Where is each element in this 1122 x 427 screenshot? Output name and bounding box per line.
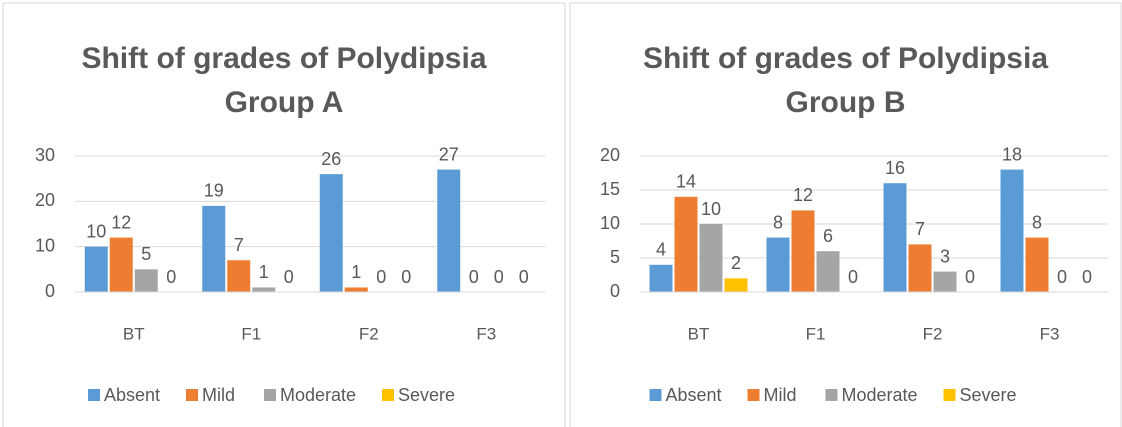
bar [883, 183, 907, 292]
legend-label: Moderate [842, 385, 918, 405]
data-label: 16 [885, 158, 905, 178]
legend-label: Severe [398, 385, 455, 405]
legend-swatch [943, 389, 956, 401]
chart-title: Group A [225, 86, 344, 119]
bar [227, 260, 251, 292]
legend-label: Mild [202, 385, 235, 405]
data-label: 0 [494, 267, 504, 287]
data-label: 5 [141, 244, 151, 264]
y-tick-label: 20 [600, 145, 620, 165]
data-label: 10 [701, 199, 721, 219]
y-tick-label: 15 [600, 179, 620, 199]
bar [134, 269, 158, 292]
x-tick-label: BT [688, 324, 710, 343]
data-label: 6 [823, 226, 833, 246]
legend-swatch [382, 389, 394, 401]
legend-label: Moderate [280, 385, 356, 405]
data-label: 19 [204, 181, 224, 201]
data-label: 14 [676, 172, 696, 192]
legend-swatch [747, 389, 760, 401]
bar [724, 278, 748, 292]
data-label: 0 [848, 267, 858, 287]
data-label: 1 [259, 262, 269, 282]
bar [252, 287, 276, 292]
bar [933, 271, 957, 292]
legend-label: Severe [960, 385, 1017, 405]
y-tick-label: 10 [600, 213, 620, 233]
bar [109, 237, 133, 292]
legend-label: Absent [666, 385, 722, 405]
x-tick-label: F3 [476, 324, 496, 343]
chart-border [2, 2, 566, 427]
bar [1025, 237, 1049, 292]
bar [649, 264, 673, 292]
bar [766, 237, 790, 292]
bar [344, 287, 368, 292]
bar [791, 210, 815, 292]
data-label: 0 [166, 267, 176, 287]
data-label: 0 [1082, 267, 1092, 287]
data-label: 7 [915, 219, 925, 239]
data-label: 7 [234, 235, 244, 255]
bar [908, 244, 932, 292]
data-label: 0 [401, 267, 411, 287]
x-tick-label: F2 [359, 324, 379, 343]
data-label: 0 [469, 267, 479, 287]
x-tick-label: F1 [241, 324, 261, 343]
data-label: 0 [965, 267, 975, 287]
data-label: 10 [86, 221, 106, 241]
legend-swatch [264, 389, 276, 401]
data-label: 12 [111, 212, 131, 232]
bar [202, 205, 226, 292]
y-tick-label: 0 [610, 281, 620, 301]
data-label: 18 [1002, 144, 1022, 164]
chart-title: Group B [786, 86, 906, 119]
y-tick-label: 20 [35, 190, 55, 210]
bar [1000, 169, 1024, 292]
legend-swatch [649, 389, 662, 401]
chart-border [569, 2, 1122, 427]
x-tick-label: F3 [1040, 324, 1060, 343]
legend-swatch [186, 389, 198, 401]
y-tick-label: 10 [35, 235, 55, 255]
data-label: 26 [321, 149, 341, 169]
data-label: 1 [351, 262, 361, 282]
data-label: 8 [773, 212, 783, 232]
data-label: 27 [439, 144, 459, 164]
chart-title: Shift of grades of Polydipsia [643, 42, 1048, 75]
x-tick-label: F2 [923, 324, 943, 343]
y-tick-label: 0 [45, 281, 55, 301]
data-label: 4 [656, 240, 666, 260]
data-label: 12 [793, 185, 813, 205]
bar [674, 196, 698, 292]
legend-swatch [825, 389, 838, 401]
data-label: 8 [1032, 212, 1042, 232]
data-label: 3 [940, 246, 950, 266]
data-label: 0 [1057, 267, 1067, 287]
data-label: 0 [284, 267, 294, 287]
legend-label: Absent [104, 385, 160, 405]
x-tick-label: F1 [806, 324, 826, 343]
legend-swatch [88, 389, 100, 401]
chart-title: Shift of grades of Polydipsia [81, 42, 486, 75]
bar [699, 224, 723, 292]
data-label: 0 [519, 267, 529, 287]
data-label: 2 [731, 253, 741, 273]
y-tick-label: 30 [35, 145, 55, 165]
bar [84, 246, 108, 292]
data-label: 0 [376, 267, 386, 287]
bar [319, 174, 343, 292]
y-tick-label: 5 [610, 247, 620, 267]
legend-label: Mild [764, 385, 797, 405]
bar [437, 169, 461, 292]
x-tick-label: BT [123, 324, 145, 343]
bar [816, 251, 840, 292]
